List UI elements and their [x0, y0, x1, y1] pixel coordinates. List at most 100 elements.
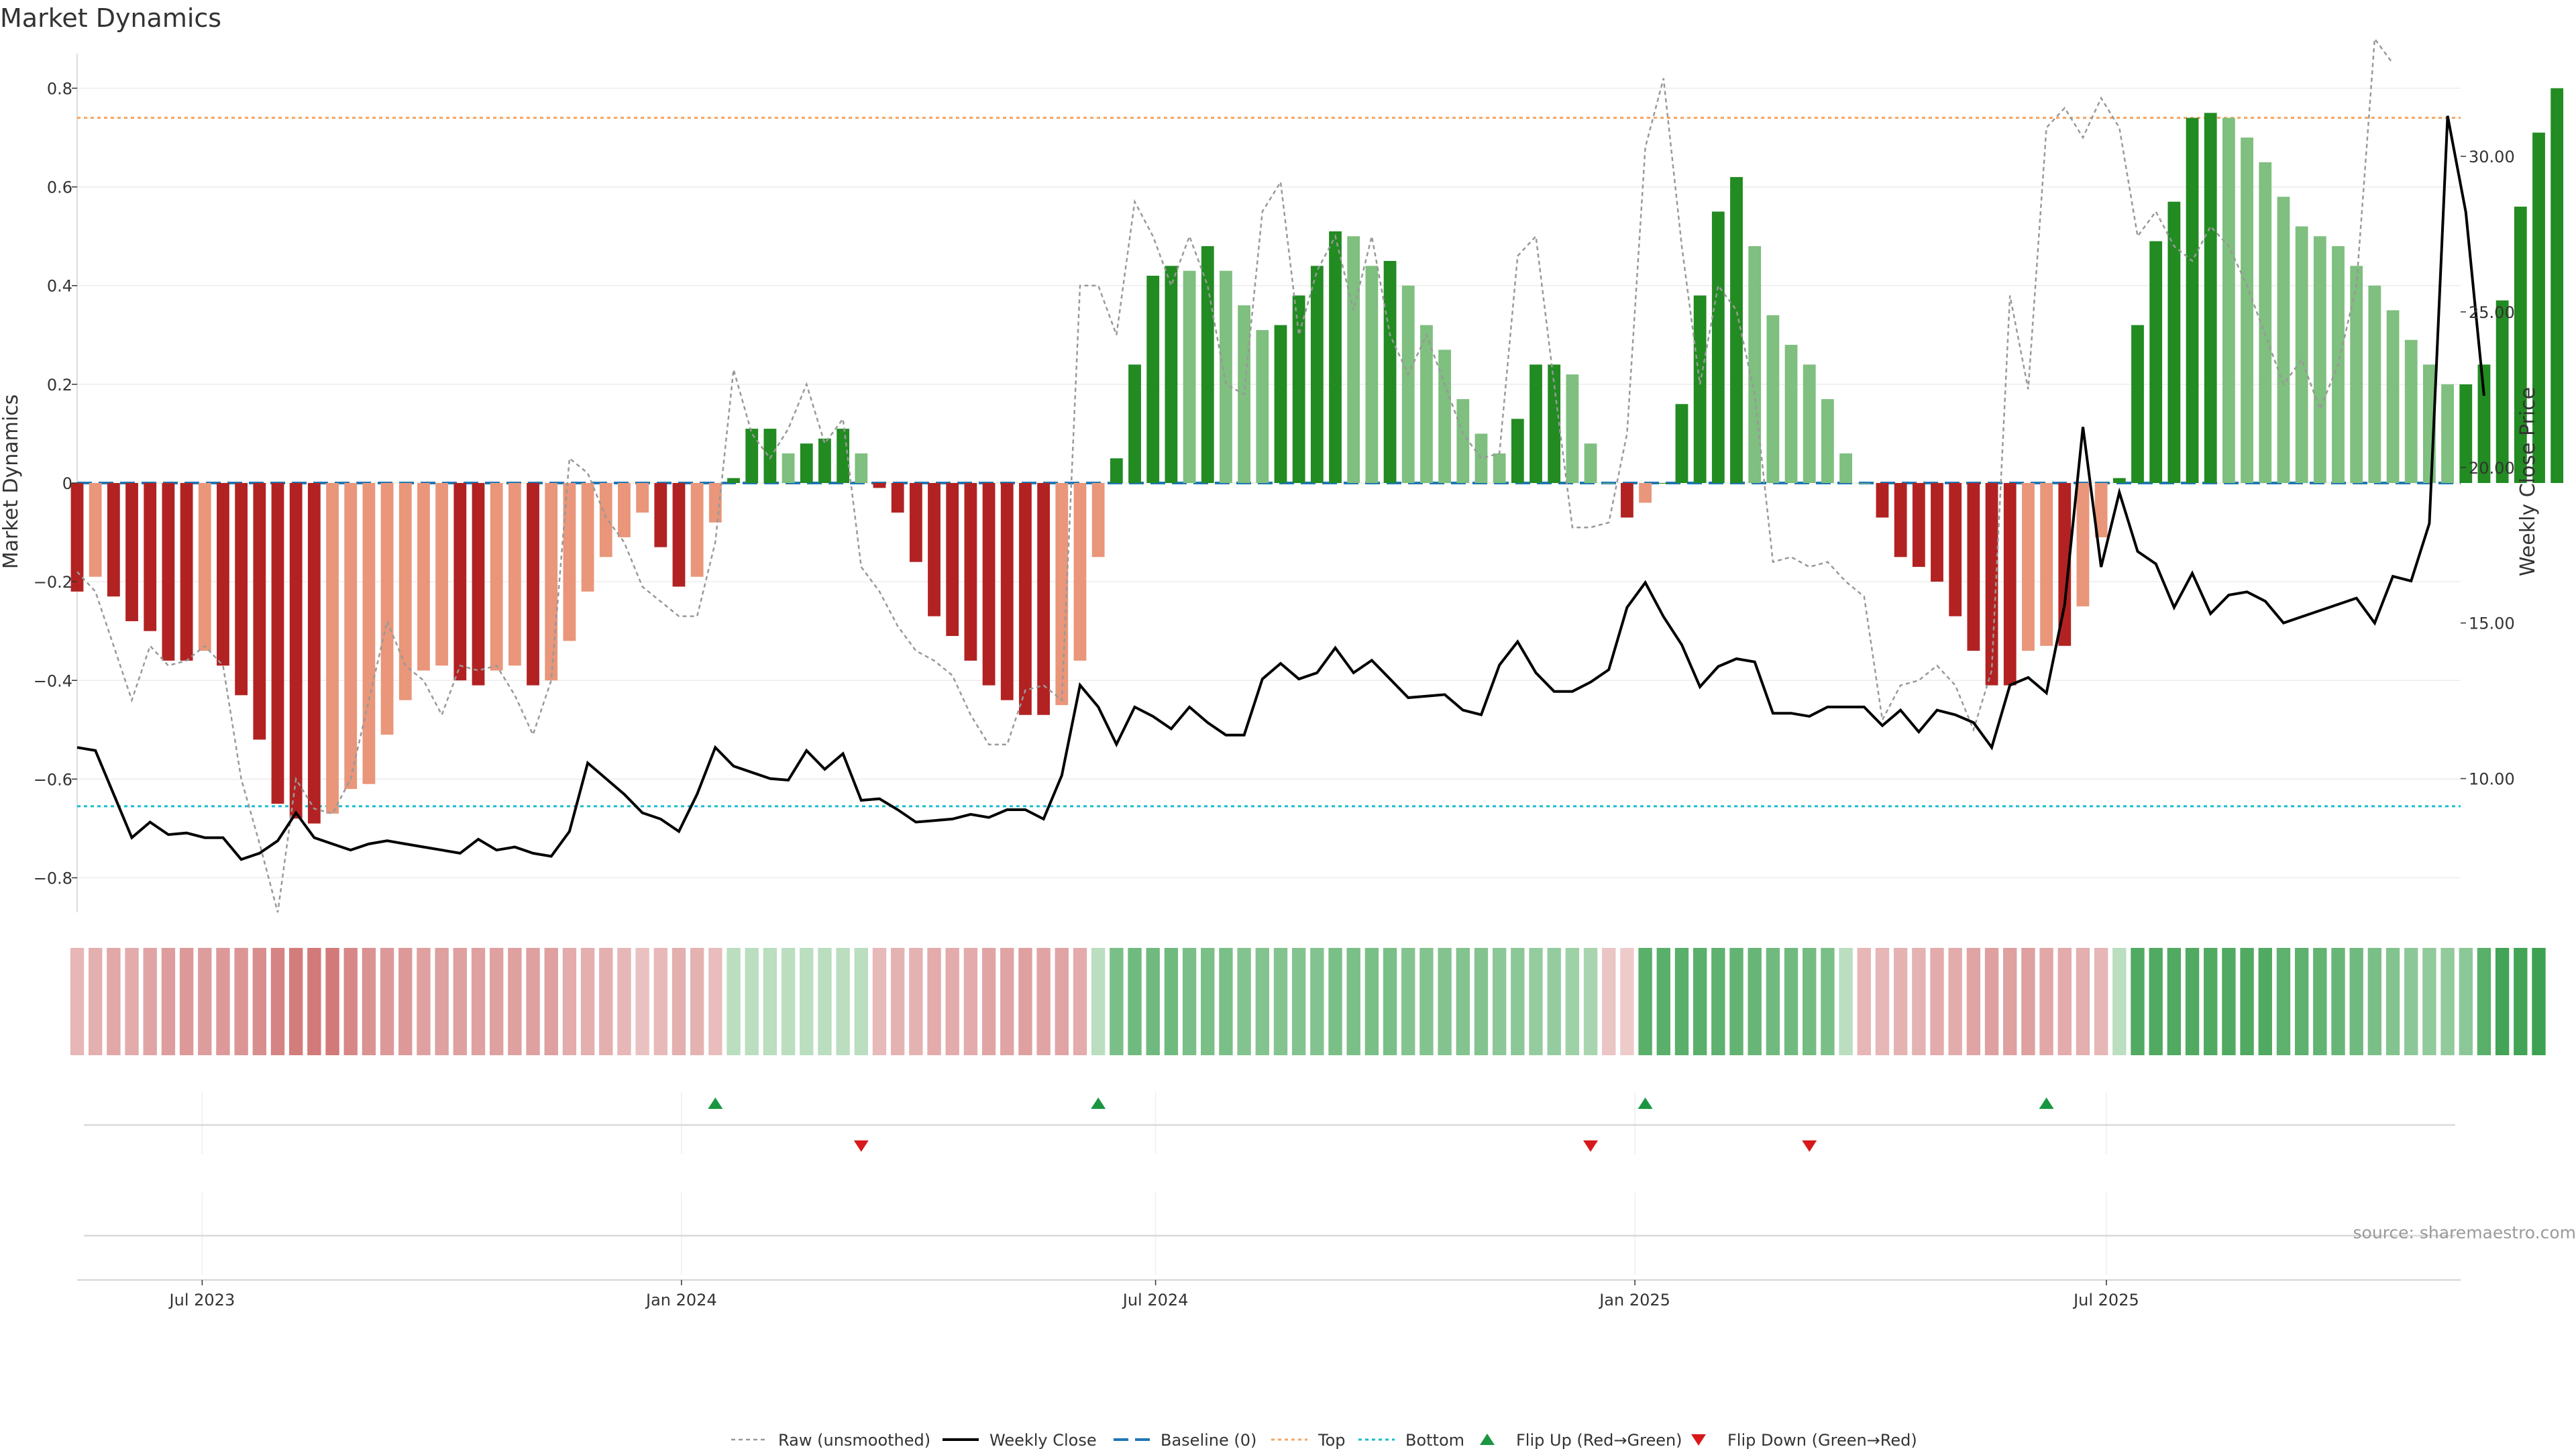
strength-cell	[2385, 948, 2400, 1055]
strength-cell	[270, 948, 285, 1055]
strength-cell	[1565, 948, 1580, 1055]
strength-cell	[2131, 948, 2145, 1055]
strength-cell	[143, 948, 157, 1055]
strength-cell	[2112, 948, 2127, 1055]
bar	[855, 453, 868, 483]
strength-cell	[2313, 948, 2327, 1055]
strength-cell	[1310, 948, 1324, 1055]
strength-cell	[1529, 948, 1543, 1055]
y-tick-label: −0.8	[34, 869, 72, 888]
x-tick-label: Jan 2025	[1598, 1291, 1670, 1309]
bar	[1183, 270, 1196, 483]
strength-cell	[690, 948, 704, 1055]
weekly-close-line	[76, 115, 2485, 861]
bar	[253, 483, 266, 740]
strength-cell	[1328, 948, 1342, 1055]
strength-cell	[1364, 948, 1379, 1055]
strength-cell	[1948, 948, 1962, 1055]
bottom-panel	[77, 1234, 2461, 1281]
bar	[909, 483, 922, 562]
strength-cell	[1893, 948, 1908, 1055]
strength-cell	[88, 948, 103, 1055]
strength-cell	[854, 948, 868, 1055]
strength-cell	[1474, 948, 1489, 1055]
y-tick-label: 0.4	[47, 277, 72, 296]
strength-cell	[2331, 948, 2345, 1055]
bar	[745, 429, 759, 483]
bar	[2404, 339, 2418, 483]
bar	[1821, 398, 1834, 483]
bar	[1639, 483, 1652, 503]
bar	[2295, 226, 2308, 483]
y-tick-label: 0.2	[47, 376, 72, 394]
bar	[1949, 483, 1962, 616]
strength-cell	[343, 948, 358, 1055]
strength-cell	[745, 948, 759, 1055]
bar	[1420, 325, 1433, 483]
bar	[1091, 483, 1105, 557]
strength-cell	[417, 948, 431, 1055]
strength-cell	[781, 948, 796, 1055]
strength-cell	[1674, 948, 1689, 1055]
bar	[2459, 384, 2473, 483]
bar	[800, 443, 813, 483]
strength-cell	[1237, 948, 1251, 1055]
bar	[1347, 236, 1360, 483]
legend-label: Top	[1318, 1431, 1346, 1449]
bar	[1256, 329, 1269, 483]
strength-cell	[1766, 948, 1780, 1055]
bar	[1876, 483, 1889, 518]
bar	[144, 483, 157, 631]
bar	[1693, 295, 1707, 483]
strength-cell	[1383, 948, 1397, 1055]
strength-cell	[2294, 948, 2309, 1055]
y2-tick-label: 15.00	[2469, 614, 2515, 633]
strength-cell	[1784, 948, 1799, 1055]
bar	[2241, 138, 2253, 483]
strength-cell	[198, 948, 212, 1055]
bar	[599, 483, 612, 557]
bar	[1894, 483, 1907, 557]
strength-cell	[435, 948, 449, 1055]
legend-label: Weekly Close	[989, 1431, 1097, 1449]
bar	[618, 483, 631, 537]
strength-cell	[380, 948, 394, 1055]
bar	[1474, 433, 1488, 483]
bar	[1073, 483, 1087, 661]
strength-cell	[2258, 948, 2272, 1055]
bar	[2076, 483, 2090, 606]
bar	[89, 483, 102, 577]
bar	[1310, 266, 1324, 483]
bar	[417, 483, 430, 671]
strength-cell	[836, 948, 850, 1055]
raw-series	[76, 36, 2394, 913]
strength-cell	[2039, 948, 2053, 1055]
x-tick-label: Jul 2024	[1122, 1291, 1189, 1309]
y2-axis-label: Weekly Close Price	[2516, 387, 2540, 576]
legend-label: Flip Down (Green→Red)	[1727, 1431, 1917, 1449]
bar	[1912, 483, 1925, 568]
strength-cell	[1492, 948, 1507, 1055]
raw-line	[76, 36, 2394, 913]
strength-cell	[234, 948, 248, 1055]
strength-cell	[1583, 948, 1598, 1055]
bar	[727, 478, 740, 483]
bar	[162, 483, 175, 661]
strength-cell	[1839, 948, 1853, 1055]
bar	[1748, 246, 1762, 483]
bar	[2167, 201, 2181, 483]
bar	[198, 483, 211, 651]
y-tick-label: −0.4	[34, 672, 72, 690]
bar	[2259, 162, 2272, 483]
bar	[435, 483, 449, 666]
strength-cell	[927, 948, 941, 1055]
bar	[2368, 285, 2381, 483]
bar	[271, 483, 284, 804]
strength-cell	[2404, 948, 2418, 1055]
strength-cell	[544, 948, 558, 1055]
bar	[763, 429, 777, 483]
legend-label: Baseline (0)	[1161, 1431, 1256, 1449]
strength-cell	[672, 948, 686, 1055]
chart-title: Market Dynamics	[0, 3, 221, 33]
